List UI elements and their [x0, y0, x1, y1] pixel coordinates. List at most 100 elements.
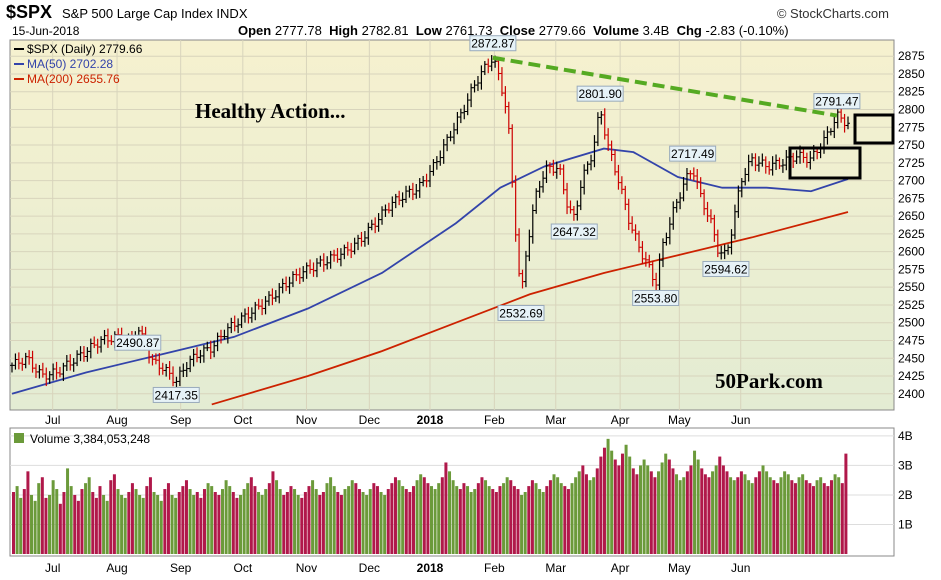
- volume-bar: [242, 489, 246, 554]
- y-tick-label: 2425: [898, 369, 925, 383]
- volume-bar: [444, 462, 448, 554]
- open-label: Open: [238, 23, 272, 38]
- volume-bar: [40, 477, 44, 554]
- volume-bar: [808, 483, 812, 554]
- symbol: $SPX: [6, 2, 53, 22]
- volume-bar: [487, 486, 491, 554]
- volume-bar: [437, 483, 441, 554]
- volume-bar: [646, 465, 650, 554]
- volume-bar: [73, 494, 77, 554]
- volume-y-axis: 1B 2B 3B 4B: [898, 429, 913, 532]
- volume-bar: [116, 489, 120, 554]
- volume-bar: [516, 489, 520, 554]
- volume-bar: [347, 486, 351, 554]
- legend-entry: $SPX (Daily) 2779.66: [27, 42, 143, 56]
- volume-bar: [253, 486, 257, 554]
- x-tick-label-volume: 2018: [417, 561, 444, 575]
- volume-bar: [336, 492, 340, 554]
- volume-bar: [815, 480, 819, 554]
- volume-bar: [541, 492, 545, 554]
- volume-bar: [844, 453, 848, 554]
- volume-bar: [678, 480, 682, 554]
- volume-bar: [761, 465, 765, 554]
- volume-bar: [703, 474, 707, 554]
- volume-bar: [494, 492, 498, 554]
- y-tick-label: 2525: [898, 298, 925, 312]
- volume-bar: [12, 492, 16, 554]
- volume-bar: [325, 483, 329, 554]
- volume-bar: [642, 459, 646, 554]
- volume-bar: [826, 486, 830, 554]
- volume-bar: [527, 486, 531, 554]
- price-label-box: [669, 145, 717, 162]
- close-label: Close: [499, 23, 536, 38]
- volume-bar: [30, 494, 34, 554]
- volume-bar: [628, 456, 632, 554]
- close-value: 2779.66: [538, 23, 586, 38]
- x-tick-label: Sep: [170, 413, 192, 427]
- volume-bar: [440, 477, 444, 554]
- volume-bar: [667, 459, 671, 554]
- price-grid: [10, 40, 894, 410]
- volume-bar: [76, 500, 80, 554]
- volume-bar: [707, 477, 711, 554]
- y-tick-label: 2850: [898, 67, 925, 81]
- low-value: 2761.73: [445, 23, 493, 38]
- volume-tick-label: 4B: [898, 429, 913, 443]
- x-tick-label-volume: Sep: [170, 561, 192, 575]
- volume-bar: [66, 468, 70, 554]
- volume-bar: [768, 477, 772, 554]
- volume-bar: [613, 459, 617, 554]
- index-name: S&P 500 Large Cap Index INDX: [62, 6, 248, 21]
- volume-bar: [166, 483, 170, 554]
- volume-bar: [837, 477, 841, 554]
- volume-bar: [51, 480, 55, 554]
- volume-bar: [721, 465, 725, 554]
- volume-bar: [653, 477, 657, 554]
- volume-bar: [566, 489, 570, 554]
- volume-bar: [343, 489, 347, 554]
- volume-bar: [271, 471, 275, 554]
- volume-bar: [311, 480, 315, 554]
- volume-bar: [711, 471, 715, 554]
- volume-bar: [127, 492, 131, 554]
- volume-bar: [786, 474, 790, 554]
- y-tick-label: 2450: [898, 351, 925, 365]
- price-label: 2801.90: [578, 87, 622, 101]
- volume-bar: [383, 494, 387, 554]
- volume-bar: [689, 465, 693, 554]
- volume-bar: [314, 489, 318, 554]
- volume-bar: [700, 468, 704, 554]
- volume-bar: [379, 492, 383, 554]
- volume-bar: [530, 480, 534, 554]
- volume-bar: [221, 489, 225, 554]
- volume-bar: [44, 497, 48, 554]
- volume-bar: [390, 483, 394, 554]
- volume-bar: [368, 489, 372, 554]
- price-label: 2417.35: [155, 388, 199, 402]
- volume-bar: [386, 489, 390, 554]
- ma50-polyline: [11, 147, 849, 395]
- y-tick-label: 2700: [898, 174, 925, 188]
- price-label: 2553.80: [634, 291, 678, 305]
- volume-bar: [502, 483, 506, 554]
- volume-bar: [664, 453, 668, 554]
- volume-bar: [484, 480, 488, 554]
- volume-bar: [148, 477, 152, 554]
- volume-bar: [458, 489, 462, 554]
- volume-bar: [790, 480, 794, 554]
- volume-bar: [422, 477, 426, 554]
- date: 15-Jun-2018: [12, 24, 80, 38]
- volume-bar: [141, 497, 145, 554]
- volume-bar: [105, 500, 109, 554]
- volume-bar: [224, 480, 228, 554]
- volume-bar: [235, 497, 239, 554]
- volume-bar: [765, 471, 769, 554]
- price-label: 2594.62: [704, 262, 748, 276]
- x-tick-label-volume: Jun: [731, 561, 750, 575]
- x-tick-label: Dec: [359, 413, 380, 427]
- x-tick-label-volume: Jul: [45, 561, 60, 575]
- x-tick-label-volume: Nov: [296, 561, 317, 575]
- volume-bar: [231, 492, 235, 554]
- volume-bar: [397, 480, 401, 554]
